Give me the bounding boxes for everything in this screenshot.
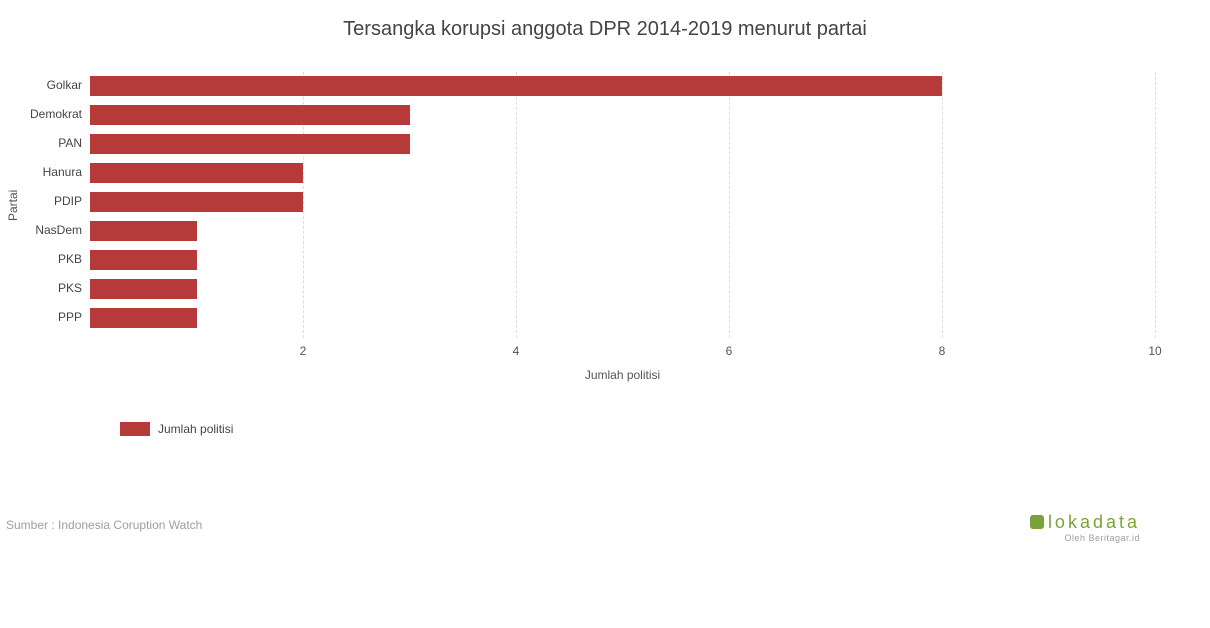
x-tick-label: 4 [496, 344, 536, 358]
bar [90, 279, 197, 299]
brand-logo: lokadata [1030, 512, 1140, 533]
bar [90, 134, 410, 154]
gridline [516, 72, 517, 338]
brand-subtitle: Oleh Beritagar.id [1030, 533, 1140, 543]
gridline [942, 72, 943, 338]
category-label: PKS [2, 281, 82, 295]
bar [90, 105, 410, 125]
source-text: Sumber : Indonesia Coruption Watch [6, 518, 202, 532]
x-tick-label: 2 [283, 344, 323, 358]
x-tick-label: 8 [922, 344, 962, 358]
category-label: PPP [2, 310, 82, 324]
bar [90, 221, 197, 241]
category-label: Hanura [2, 165, 82, 179]
category-label: PKB [2, 252, 82, 266]
brand-block: lokadata Oleh Beritagar.id [1030, 512, 1140, 543]
bar [90, 192, 303, 212]
category-label: Golkar [2, 78, 82, 92]
legend-label: Jumlah politisi [158, 422, 233, 436]
category-label: PAN [2, 136, 82, 150]
category-label: NasDem [2, 223, 82, 237]
gridline [1155, 72, 1156, 338]
x-tick-label: 6 [709, 344, 749, 358]
category-label: PDIP [2, 194, 82, 208]
chart-container: Tersangka korupsi anggota DPR 2014-2019 … [0, 0, 1210, 628]
gridline [729, 72, 730, 338]
bar [90, 250, 197, 270]
bar [90, 163, 303, 183]
x-axis-label: Jumlah politisi [90, 368, 1155, 382]
x-tick-label: 10 [1135, 344, 1175, 358]
leaf-icon [1030, 515, 1044, 529]
bar [90, 308, 197, 328]
legend-swatch [120, 422, 150, 436]
brand-name: lokadata [1048, 512, 1140, 532]
bar [90, 76, 942, 96]
category-label: Demokrat [2, 107, 82, 121]
plot-area: 246810 [90, 72, 1155, 338]
chart-title: Tersangka korupsi anggota DPR 2014-2019 … [0, 18, 1210, 41]
legend: Jumlah politisi [120, 422, 233, 436]
